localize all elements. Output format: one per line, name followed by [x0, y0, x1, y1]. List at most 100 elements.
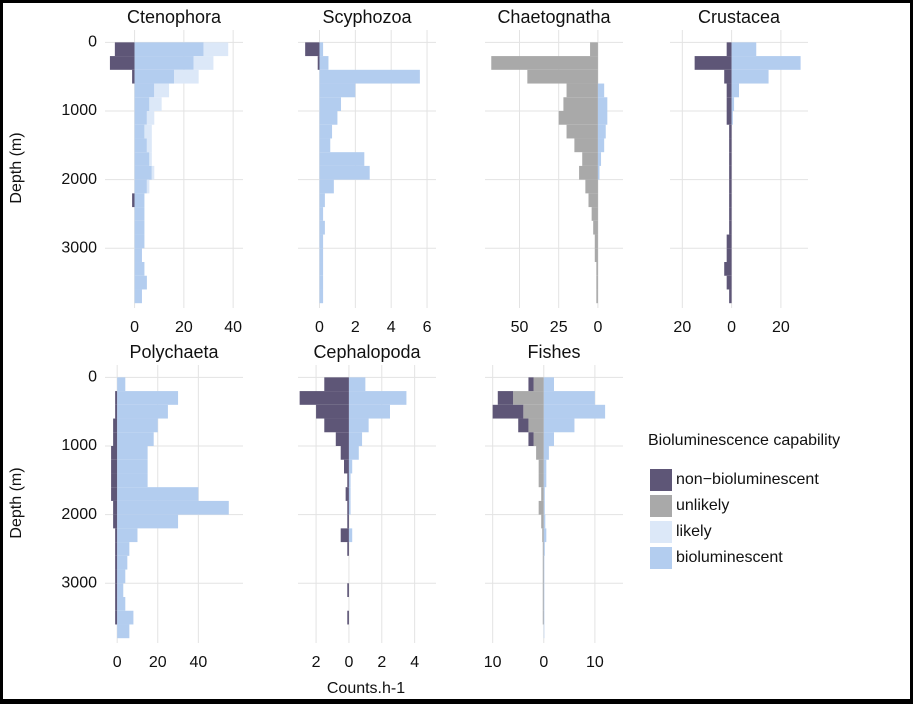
histogram-bar [563, 97, 598, 111]
histogram-bar [115, 569, 118, 584]
histogram-bar [317, 56, 320, 70]
histogram-bar [542, 583, 544, 598]
x-tick-label: 2 [351, 319, 360, 336]
x-axis-label: Counts.h-1 [327, 680, 405, 697]
legend-label: bioluminescent [676, 549, 783, 566]
legend-swatch [650, 521, 672, 543]
histogram-bar [319, 138, 331, 153]
histogram-bar [109, 56, 135, 70]
legend-swatch [650, 469, 672, 491]
histogram-bar [117, 459, 148, 474]
histogram-bar [538, 459, 544, 474]
histogram-bar [117, 555, 128, 570]
histogram-bar [117, 432, 154, 446]
histogram-bar [134, 275, 147, 290]
histogram-bar [348, 500, 351, 515]
histogram-bar [543, 473, 547, 488]
histogram-bar [117, 583, 124, 598]
histogram-bar [347, 583, 349, 598]
y-tick-label: 0 [88, 34, 97, 51]
histogram-bar [726, 275, 732, 290]
histogram-bar [518, 418, 529, 433]
x-tick-label: 20 [673, 319, 691, 336]
histogram-bar [566, 124, 598, 139]
histogram-bar [319, 97, 342, 111]
histogram-bar [149, 97, 162, 111]
histogram-bar [729, 220, 732, 235]
y-tick-label: 2000 [61, 506, 97, 523]
histogram-bar [134, 193, 145, 208]
histogram-bar [731, 83, 739, 98]
histogram-bar [543, 569, 545, 584]
histogram-bar [347, 473, 349, 488]
histogram-bar [558, 110, 598, 125]
histogram-bar [726, 248, 732, 263]
histogram-bar [134, 289, 142, 304]
histogram-bar [111, 445, 118, 460]
histogram-bar [319, 234, 324, 249]
histogram-bar [543, 432, 554, 446]
histogram-bar [335, 432, 349, 446]
histogram-bar [542, 597, 544, 611]
histogram-bar [146, 110, 155, 125]
y-tick-label: 1000 [61, 437, 97, 454]
panel-title: Crustacea [698, 7, 781, 27]
histogram-bar [149, 152, 152, 166]
histogram-bar [111, 459, 118, 474]
histogram-bar [113, 418, 118, 433]
histogram-bar [574, 138, 598, 153]
histogram-bar [543, 391, 595, 405]
histogram-bar [538, 500, 544, 515]
histogram-bar [533, 432, 544, 446]
histogram-bar [533, 377, 544, 392]
histogram-bar [134, 97, 150, 111]
histogram-bar [729, 179, 732, 194]
histogram-bar [542, 542, 544, 556]
x-tick-label: 4 [410, 654, 419, 671]
histogram-bar [597, 83, 605, 98]
histogram-bar [113, 432, 118, 446]
histogram-bar [694, 56, 732, 70]
x-tick-label: 0 [113, 654, 122, 671]
histogram-bar [543, 418, 575, 433]
legend-swatch [650, 495, 672, 517]
histogram-bar [319, 110, 338, 125]
histogram-bar [726, 83, 732, 98]
y-tick-label: 3000 [61, 575, 97, 592]
histogram-bar [117, 404, 168, 419]
histogram-bar [134, 56, 194, 70]
histogram-bar [523, 404, 544, 419]
histogram-bar [117, 514, 179, 529]
legend-label: likely [676, 523, 712, 540]
histogram-bar [597, 124, 606, 139]
x-tick-label: 0 [344, 654, 353, 671]
histogram-bar [593, 220, 598, 235]
histogram-bar [491, 56, 598, 70]
x-tick-label: 20 [175, 319, 193, 336]
histogram-bar [316, 404, 349, 419]
x-tick-label: 25 [550, 319, 568, 336]
histogram-bar [115, 542, 118, 556]
histogram-bar [543, 459, 547, 474]
histogram-bar [597, 110, 608, 125]
histogram-bar [115, 555, 118, 570]
histogram-bar [731, 97, 735, 111]
histogram-bar [117, 528, 138, 543]
histogram-bar [528, 377, 534, 392]
histogram-bar [543, 528, 547, 543]
histogram-bar [134, 83, 155, 98]
histogram-bar [115, 597, 118, 611]
histogram-bar [154, 83, 170, 98]
histogram-bar [134, 262, 145, 276]
histogram-bar [134, 69, 174, 84]
histogram-bar [134, 207, 145, 221]
x-tick-label: 40 [189, 654, 207, 671]
histogram-bar [585, 179, 598, 194]
y-axis-label: Depth (m) [8, 132, 25, 203]
histogram-bar [113, 500, 118, 515]
x-tick-label: 10 [586, 654, 604, 671]
histogram-bar [729, 124, 732, 139]
histogram-bar [111, 487, 118, 501]
x-tick-label: 0 [315, 319, 324, 336]
histogram-bar [348, 404, 390, 419]
